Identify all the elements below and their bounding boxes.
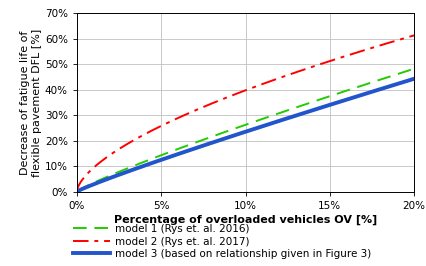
model 3 (based on relationship given in Figure 3) — [238, 132, 243, 135]
model 1 (Rys et. al. 2016) — [74, 190, 79, 193]
model 3 (based on relationship given in Figure 3) — [411, 77, 416, 80]
Line: model 1 (Rys et. al. 2016): model 1 (Rys et. al. 2016) — [77, 69, 413, 192]
model 2 (Rys et. al. 2017) — [401, 37, 406, 40]
model 2 (Rys et. al. 2017) — [74, 190, 79, 193]
model 2 (Rys et. al. 2017) — [229, 94, 234, 97]
model 1 (Rys et. al. 2016) — [401, 70, 406, 73]
model 3 (based on relationship given in Figure 3) — [401, 80, 406, 83]
model 1 (Rys et. al. 2016) — [411, 67, 416, 70]
Y-axis label: Decrease of fatigue life of
flexible pavement DFL [%]: Decrease of fatigue life of flexible pav… — [20, 28, 42, 177]
model 3 (based on relationship given in Figure 3) — [74, 190, 79, 193]
model 2 (Rys et. al. 2017) — [238, 90, 243, 94]
model 1 (Rys et. al. 2016) — [229, 128, 234, 131]
model 2 (Rys et. al. 2017) — [401, 37, 406, 40]
model 1 (Rys et. al. 2016) — [91, 181, 96, 184]
Legend: model 1 (Rys et. al. 2016), model 2 (Rys et. al. 2017), model 3 (based on relati: model 1 (Rys et. al. 2016), model 2 (Rys… — [73, 224, 371, 260]
Line: model 3 (based on relationship given in Figure 3): model 3 (based on relationship given in … — [77, 79, 413, 192]
X-axis label: Percentage of overloaded vehicles OV [%]: Percentage of overloaded vehicles OV [%] — [114, 215, 376, 225]
model 2 (Rys et. al. 2017) — [411, 34, 416, 37]
model 3 (based on relationship given in Figure 3) — [339, 99, 344, 102]
model 1 (Rys et. al. 2016) — [401, 70, 406, 73]
model 3 (based on relationship given in Figure 3) — [401, 80, 406, 83]
model 1 (Rys et. al. 2016) — [238, 125, 243, 128]
model 3 (based on relationship given in Figure 3) — [91, 182, 96, 186]
model 3 (based on relationship given in Figure 3) — [229, 135, 234, 138]
model 2 (Rys et. al. 2017) — [339, 55, 344, 59]
Line: model 2 (Rys et. al. 2017): model 2 (Rys et. al. 2017) — [77, 35, 413, 192]
model 2 (Rys et. al. 2017) — [91, 166, 96, 169]
model 1 (Rys et. al. 2016) — [339, 90, 344, 94]
